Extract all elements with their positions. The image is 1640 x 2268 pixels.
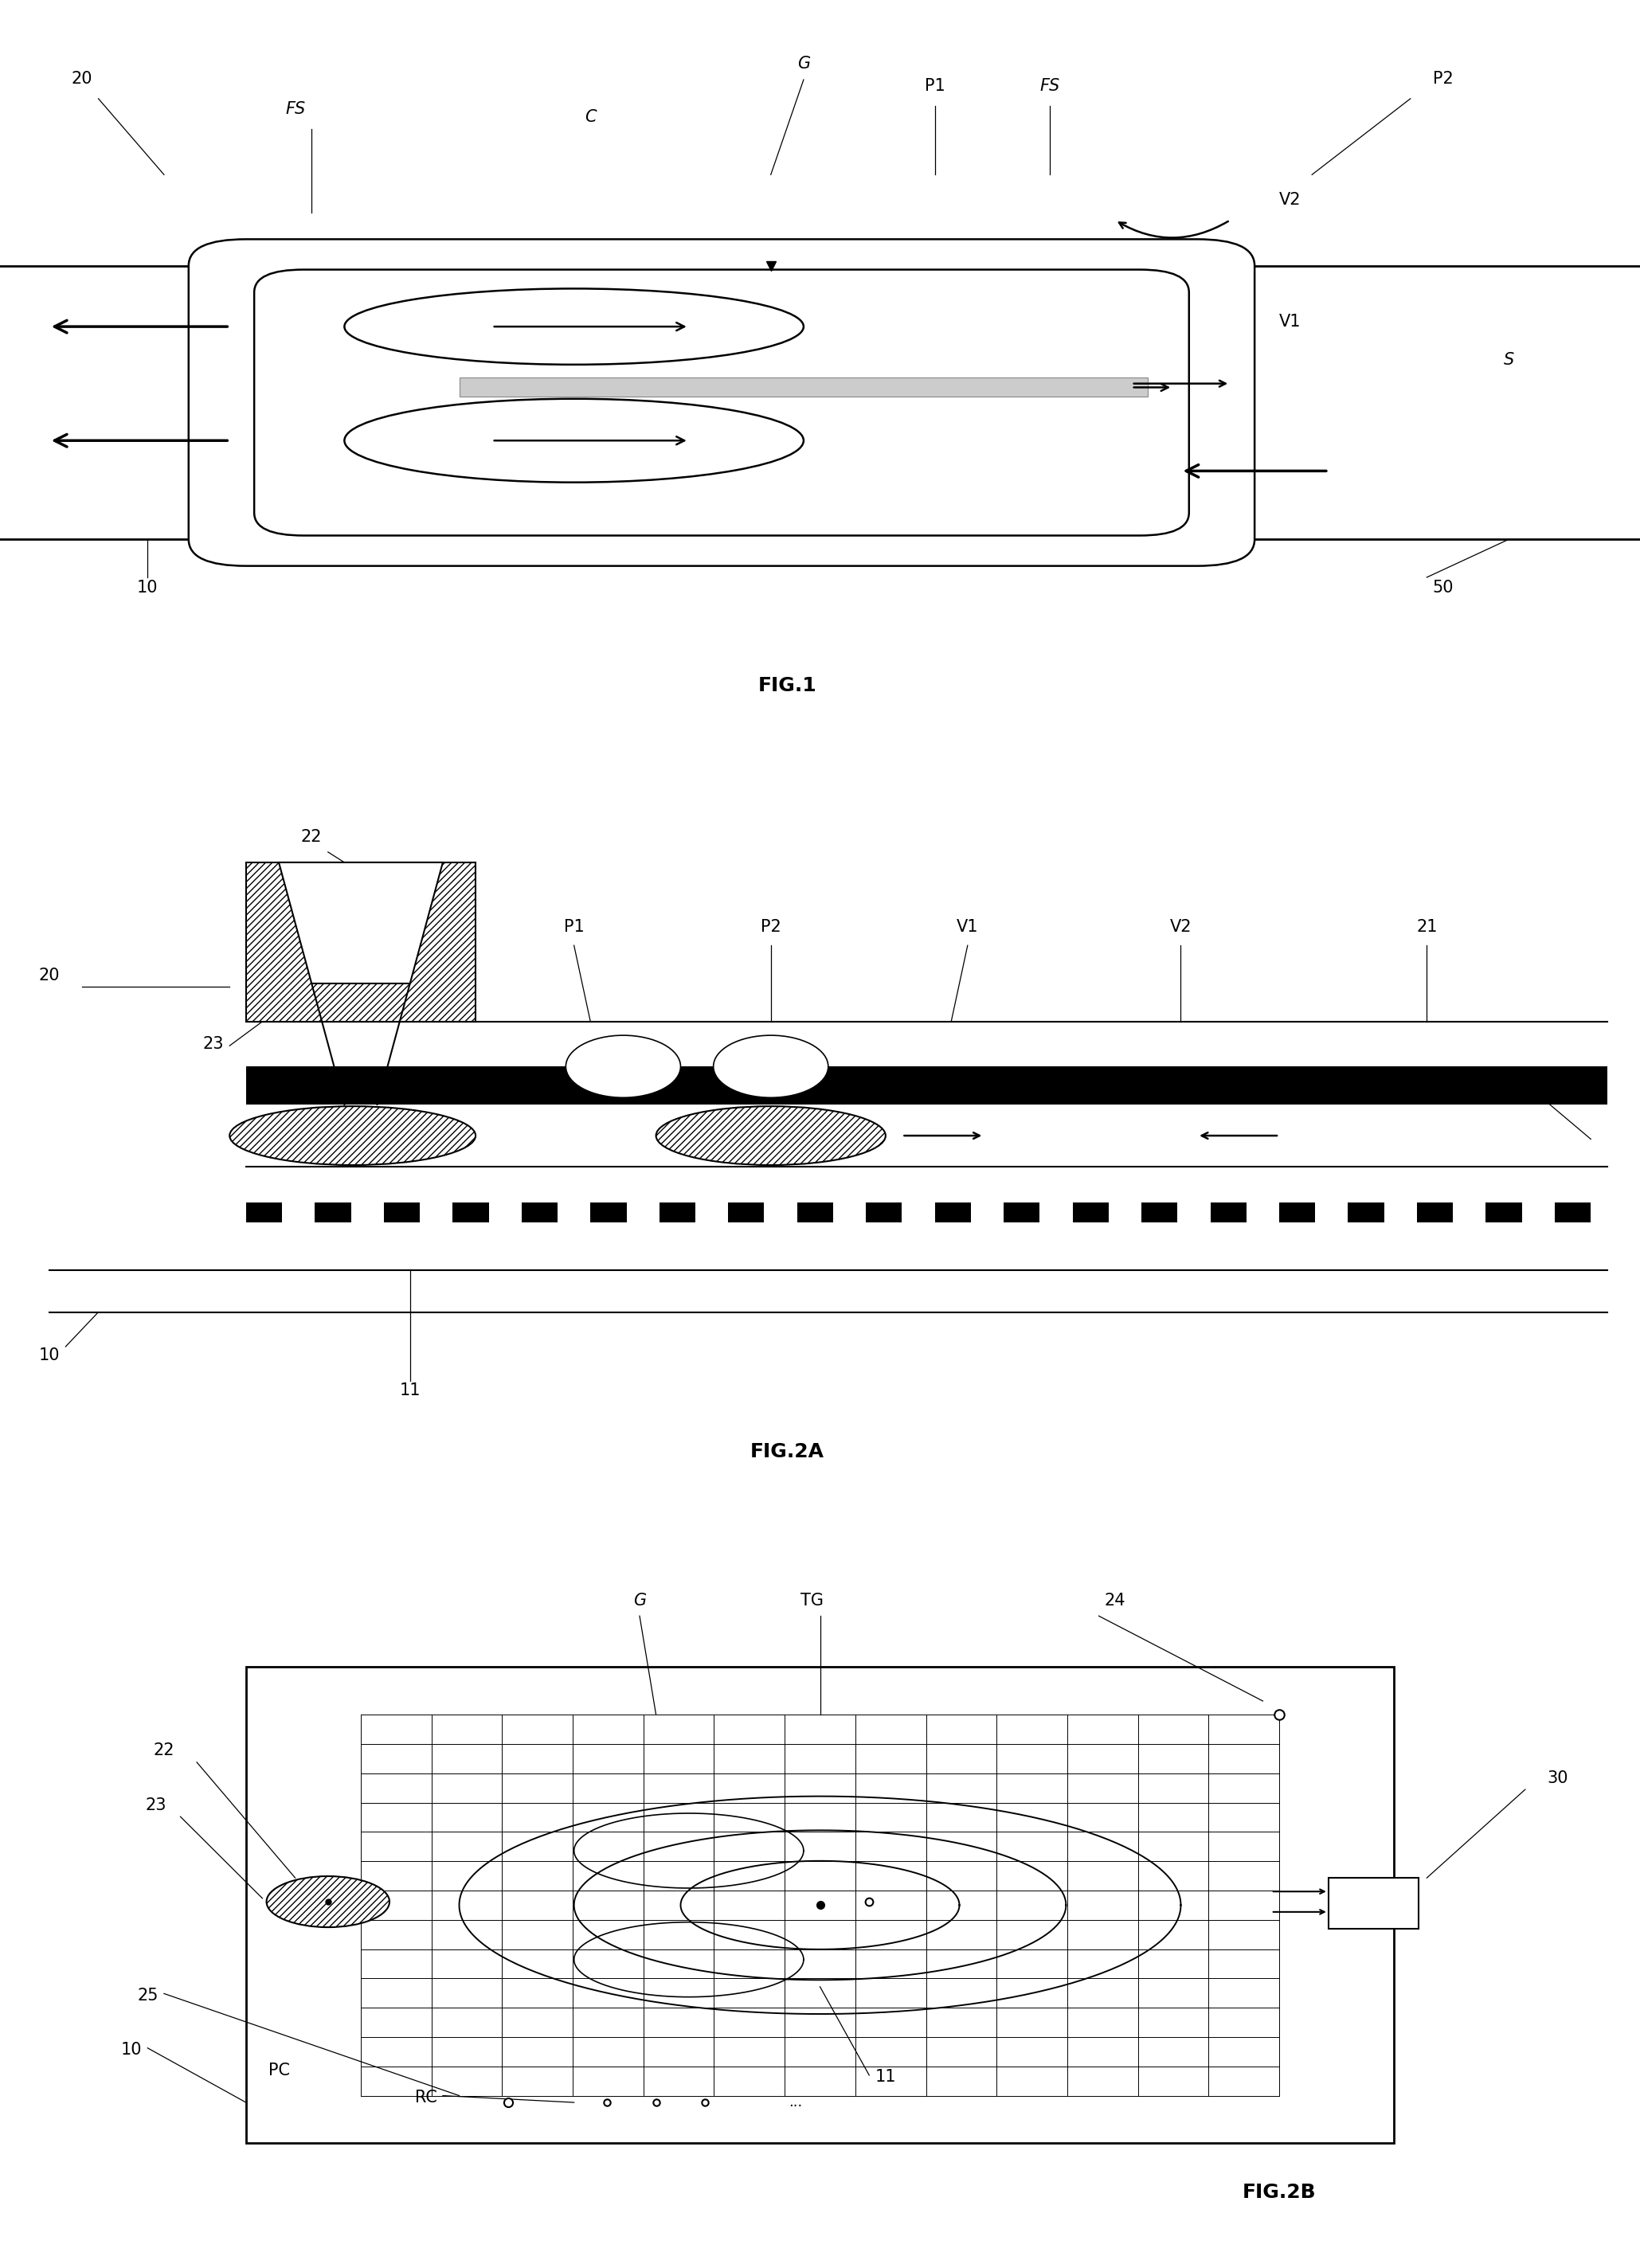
- Bar: [1073, 1202, 1109, 1222]
- Text: G: G: [633, 1592, 646, 1608]
- Bar: [459, 376, 1148, 397]
- Text: 25: 25: [138, 1987, 157, 2003]
- Bar: [1141, 1202, 1178, 1222]
- Ellipse shape: [566, 1034, 681, 1098]
- Bar: [384, 1202, 420, 1222]
- Text: 10: 10: [39, 1347, 59, 1363]
- Text: TG: TG: [800, 1592, 823, 1608]
- Text: V1: V1: [956, 919, 979, 934]
- Bar: [522, 1202, 558, 1222]
- Text: 50: 50: [1433, 581, 1453, 596]
- Text: P2: P2: [1433, 70, 1453, 86]
- Text: 12: 12: [1548, 1084, 1568, 1100]
- Bar: [1348, 1202, 1384, 1222]
- Bar: [246, 1202, 282, 1222]
- Bar: [1210, 1202, 1246, 1222]
- Text: C: C: [584, 109, 597, 125]
- Text: 23: 23: [146, 1796, 166, 1812]
- Text: V2: V2: [1279, 193, 1301, 209]
- FancyBboxPatch shape: [189, 238, 1255, 567]
- Text: 11: 11: [876, 2068, 895, 2084]
- Text: 10: 10: [138, 581, 157, 596]
- Bar: [1486, 1202, 1522, 1222]
- Polygon shape: [246, 862, 476, 1021]
- Bar: [1004, 1202, 1040, 1222]
- Bar: [246, 1667, 1394, 2143]
- Ellipse shape: [656, 1107, 886, 1166]
- Bar: [935, 1202, 971, 1222]
- Bar: [1417, 1202, 1453, 1222]
- Bar: [453, 1202, 489, 1222]
- Text: 30: 30: [1548, 1769, 1568, 1785]
- Ellipse shape: [713, 1034, 828, 1098]
- Text: 11: 11: [400, 1381, 420, 1399]
- Text: 21: 21: [1417, 919, 1437, 934]
- Text: PC: PC: [267, 2062, 290, 2077]
- Bar: [1279, 1202, 1315, 1222]
- Ellipse shape: [266, 1876, 390, 1928]
- Text: 22: 22: [154, 1742, 174, 1758]
- Text: FIG.1: FIG.1: [758, 676, 817, 696]
- Bar: [797, 1202, 833, 1222]
- Bar: [590, 1202, 626, 1222]
- Bar: [728, 1202, 764, 1222]
- Polygon shape: [279, 862, 443, 984]
- Bar: [1328, 1878, 1419, 1928]
- Text: 10: 10: [121, 2041, 141, 2057]
- FancyBboxPatch shape: [254, 270, 1189, 535]
- Bar: [866, 1202, 902, 1222]
- Text: ...: ...: [789, 2096, 802, 2109]
- Bar: [659, 1202, 695, 1222]
- Text: 20: 20: [72, 70, 92, 86]
- Text: FS: FS: [1040, 79, 1059, 95]
- Text: S: S: [1504, 352, 1514, 367]
- Text: FIG.2A: FIG.2A: [749, 1442, 825, 1461]
- Ellipse shape: [344, 288, 804, 365]
- Bar: [315, 1202, 351, 1222]
- Text: P1: P1: [564, 919, 584, 934]
- Text: FIG.2B: FIG.2B: [1243, 2182, 1315, 2202]
- Text: P1: P1: [925, 79, 945, 95]
- Text: V2: V2: [1169, 919, 1192, 934]
- Text: 24: 24: [1105, 1592, 1125, 1608]
- Text: G: G: [797, 54, 810, 73]
- Bar: [246, 1066, 1607, 1105]
- Text: 20: 20: [39, 966, 59, 984]
- Text: P2: P2: [761, 919, 781, 934]
- Bar: [1555, 1202, 1591, 1222]
- Text: FS: FS: [285, 102, 305, 118]
- Ellipse shape: [230, 1107, 476, 1166]
- Text: RC: RC: [415, 2089, 438, 2105]
- Text: V1: V1: [1279, 313, 1301, 329]
- Ellipse shape: [344, 399, 804, 483]
- Text: 22: 22: [302, 828, 321, 846]
- Text: 23: 23: [203, 1036, 223, 1052]
